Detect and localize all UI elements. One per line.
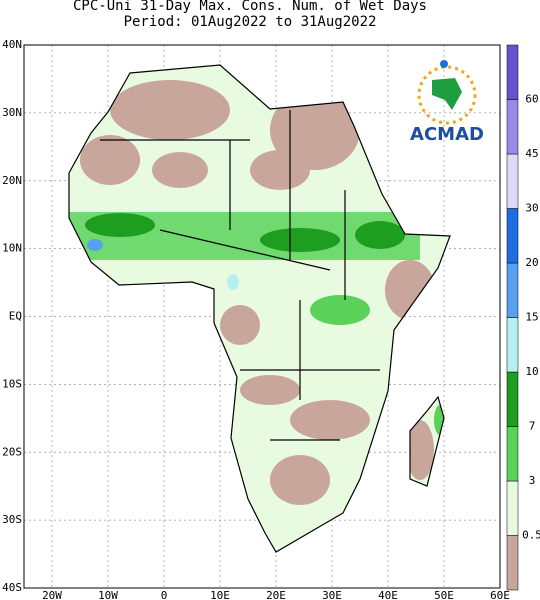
logo: ACMAD (410, 60, 484, 145)
lat-label: 20S (2, 445, 22, 458)
lat-label: 10S (2, 377, 22, 390)
lat-label: EQ (9, 310, 22, 323)
colorbar-segment (506, 99, 519, 155)
colorbar-label: 30 (525, 202, 538, 215)
lat-label: 30N (2, 106, 22, 119)
lon-label: 20W (42, 589, 62, 600)
logo-text: ACMAD (410, 124, 484, 145)
colorbar-label: 0.5 (522, 529, 540, 542)
lon-label: 10W (98, 589, 118, 600)
title-line1: CPC-Uni 31-Day Max. Cons. Num. of Wet Da… (73, 0, 427, 14)
colorbar-segment (506, 535, 519, 591)
lat-label: 40S (2, 581, 22, 594)
colorbar-label: 60 (525, 93, 538, 106)
lon-label: 30E (322, 589, 342, 600)
colorbar-segment (506, 426, 519, 482)
lon-label: 50E (434, 589, 454, 600)
colorbar-label: 7 (529, 420, 536, 433)
colorbar-segment (506, 480, 519, 536)
colorbar-segment (506, 208, 519, 264)
coastline (68, 64, 451, 553)
lon-label: 10E (210, 589, 230, 600)
colorbar-label: 10 (525, 365, 538, 378)
colorbar-label: 15 (525, 311, 538, 324)
colorbar-label: 3 (529, 474, 536, 487)
lat-label: 30S (2, 513, 22, 526)
title-line2: Period: 01Aug2022 to 31Aug2022 (124, 14, 377, 30)
colorbar-segment (506, 262, 519, 318)
colorbar-label: 45 (525, 147, 538, 160)
colorbar-label: 20 (525, 256, 538, 269)
colorbar-segment (506, 44, 519, 100)
lon-label: 40E (378, 589, 398, 600)
lon-label: 0 (161, 589, 168, 600)
lon-label: 60E (490, 589, 510, 600)
lat-label: 10N (2, 242, 22, 255)
map-frame (23, 44, 501, 589)
lon-label: 20E (266, 589, 286, 600)
lat-label: 20N (2, 174, 22, 187)
lat-label: 40N (2, 38, 22, 51)
colorbar-segment (506, 153, 519, 209)
colorbar-segment (506, 371, 519, 427)
colorbar: 0.5 3 7 10 15 20 30 45 60 (506, 44, 540, 591)
colorbar-segment (506, 317, 519, 373)
